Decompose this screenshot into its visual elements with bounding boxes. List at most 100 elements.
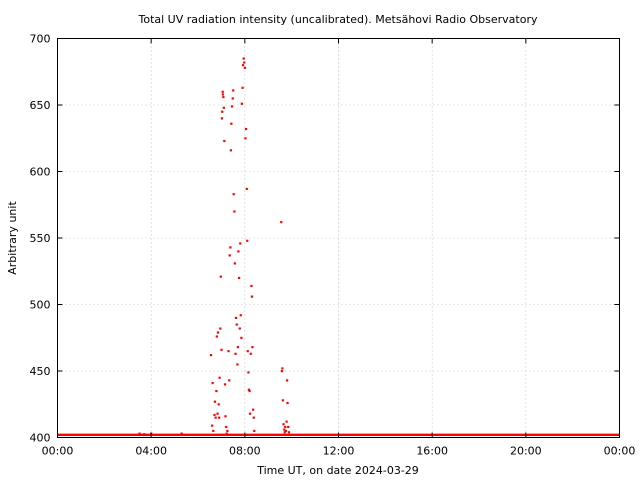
data-point — [138, 432, 141, 435]
data-point — [249, 352, 252, 355]
data-point — [248, 412, 252, 415]
data-point — [241, 86, 244, 89]
x-tick-label: 16:00 — [416, 445, 448, 458]
data-point — [281, 399, 284, 402]
data-point — [232, 193, 235, 196]
data-point — [248, 389, 251, 393]
data-point — [286, 401, 289, 405]
data-point — [246, 239, 249, 242]
data-point — [243, 66, 247, 69]
chart-title: Total UV radiation intensity (uncalibrat… — [138, 13, 538, 26]
x-tick-label: 12:00 — [323, 445, 355, 458]
data-point — [237, 276, 241, 280]
data-point — [280, 221, 283, 224]
data-point — [220, 348, 223, 351]
data-point — [218, 416, 221, 419]
data-point — [219, 275, 222, 278]
data-point — [287, 425, 290, 429]
data-point — [252, 408, 255, 411]
data-point — [221, 93, 225, 96]
data-point — [227, 350, 230, 353]
data-point — [212, 429, 215, 433]
data-point — [281, 367, 284, 370]
data-point — [239, 242, 242, 245]
data-point — [225, 432, 228, 435]
data-point — [250, 284, 253, 288]
data-point — [236, 363, 239, 366]
data-point — [213, 413, 216, 417]
data-point — [211, 381, 214, 385]
data-point — [221, 110, 224, 113]
x-tick-label: 08:00 — [229, 445, 261, 458]
data-point — [243, 61, 246, 64]
data-point — [285, 379, 289, 382]
data-point — [226, 429, 229, 433]
y-tick-label: 450 — [30, 365, 51, 378]
x-tick-label: 04:00 — [135, 445, 167, 458]
data-point — [222, 96, 225, 99]
data-point — [287, 431, 291, 434]
data-point — [230, 122, 233, 125]
data-point — [233, 210, 236, 213]
y-tick-labels: 400 450 500 550 600 650 700 — [30, 33, 51, 445]
data-point — [250, 295, 254, 298]
data-point — [240, 336, 243, 339]
data-point — [229, 149, 232, 152]
data-point — [180, 432, 183, 435]
x-tick-labels: 00:00 04:00 08:00 12:00 16:00 20:00 00:00 — [42, 445, 636, 458]
y-tick-label: 550 — [30, 232, 51, 245]
x-tick-label: 00:00 — [42, 445, 74, 458]
data-point — [284, 425, 287, 429]
data-point — [242, 57, 245, 60]
data-point — [215, 335, 218, 338]
data-point — [247, 371, 250, 374]
data-point — [211, 424, 214, 427]
data-point — [233, 262, 236, 265]
data-point — [241, 64, 245, 67]
data-point — [224, 415, 227, 418]
data-point — [218, 376, 221, 379]
data-point — [237, 250, 240, 253]
data-point — [235, 323, 238, 326]
data-point — [244, 137, 247, 140]
data-point — [231, 97, 234, 100]
data-point — [232, 89, 235, 92]
data-point — [247, 388, 251, 391]
data-point — [283, 428, 286, 431]
data-point — [229, 246, 232, 249]
y-tick-label: 600 — [30, 166, 51, 179]
data-point — [143, 433, 146, 436]
grid — [57, 38, 620, 438]
data-point — [285, 420, 288, 423]
data-point — [245, 187, 248, 190]
data-point — [219, 327, 222, 330]
data-point — [213, 400, 217, 403]
x-axis-label: Time UT, on date 2024-03-29 — [256, 464, 419, 477]
y-tick-label: 700 — [30, 33, 51, 46]
data-point — [245, 127, 248, 131]
data-point — [282, 423, 285, 426]
data-point — [216, 412, 219, 415]
data-point — [228, 379, 231, 382]
data-point — [214, 416, 217, 419]
data-point — [223, 139, 226, 143]
data-point — [284, 429, 288, 433]
y-tick-label: 650 — [30, 99, 51, 112]
data-point — [280, 370, 284, 373]
data-point — [251, 346, 254, 349]
x-tick-label: 00:00 — [604, 445, 636, 458]
y-tick-label: 500 — [30, 299, 51, 312]
data-point — [253, 429, 256, 433]
data-point — [223, 383, 227, 386]
data-point — [216, 331, 220, 334]
data-point — [209, 354, 213, 357]
data-point — [283, 431, 286, 434]
data-point — [252, 416, 255, 419]
y-tick-label: 400 — [30, 432, 51, 445]
data-point — [246, 350, 249, 353]
data-point — [220, 117, 224, 120]
data-point — [221, 90, 224, 93]
data-point — [239, 314, 242, 317]
data-point — [215, 389, 218, 393]
